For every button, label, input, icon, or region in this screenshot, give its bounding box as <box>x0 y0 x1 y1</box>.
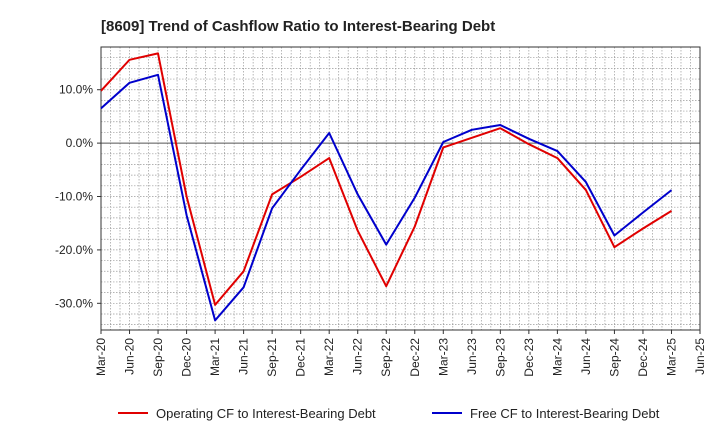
y-tick-label: -30.0% <box>55 296 93 310</box>
series-line-1 <box>100 73 673 322</box>
x-tick-label: Jun-22 <box>351 338 365 375</box>
series-line-0 <box>100 52 673 306</box>
plot-frame <box>100 46 701 331</box>
x-tick-label: Dec-20 <box>180 338 194 377</box>
legend-item-0: Operating CF to Interest-Bearing Debt <box>118 406 376 421</box>
legend-item-1: Free CF to Interest-Bearing Debt <box>432 406 660 421</box>
x-tick-label: Mar-22 <box>322 338 336 376</box>
plot-background <box>101 47 700 330</box>
x-tick-label: Jun-21 <box>237 338 251 375</box>
plot-area <box>101 47 700 330</box>
x-tick-label: Sep-24 <box>607 338 621 377</box>
legend: Operating CF to Interest-Bearing Debt Fre… <box>118 406 660 421</box>
x-tick-label: Mar-21 <box>208 338 222 376</box>
x-tick-label: Mar-23 <box>436 338 450 376</box>
grid <box>101 47 700 330</box>
x-tick-label: Sep-23 <box>493 338 507 377</box>
y-tick-label: -10.0% <box>55 190 93 204</box>
series-layer <box>100 52 673 322</box>
x-tick-label: Sep-20 <box>151 338 165 377</box>
x-tick-label: Jun-25 <box>693 338 707 375</box>
legend-label: Operating CF to Interest-Bearing Debt <box>156 406 376 421</box>
x-tick-label: Jun-23 <box>465 338 479 375</box>
x-axis-ticks: Mar-20 Jun-20 Sep-20 Dec-20 Mar-21 Jun-21 Sep-… <box>94 330 707 377</box>
x-tick-label: Mar-25 <box>664 338 678 376</box>
x-tick-label: Dec-21 <box>294 338 308 377</box>
x-tick-label: Dec-23 <box>522 338 536 377</box>
x-tick-label: Mar-24 <box>550 338 564 376</box>
x-tick-label: Sep-22 <box>379 338 393 377</box>
x-tick-label: Jun-24 <box>579 338 593 375</box>
x-tick-label: Dec-22 <box>408 338 422 377</box>
x-tick-label: Jun-20 <box>123 338 137 375</box>
x-tick-label: Sep-21 <box>265 338 279 377</box>
y-axis-ticks: 10.0% 0.0% -10.0% -20.0% -30.0% <box>55 83 101 310</box>
chart-title: [8609] Trend of Cashflow Ratio to Intere… <box>101 18 495 35</box>
axes <box>100 46 701 331</box>
y-tick-label: 10.0% <box>59 83 93 97</box>
y-tick-label: 0.0% <box>66 136 94 150</box>
y-tick-label: -20.0% <box>55 243 93 257</box>
legend-label: Free CF to Interest-Bearing Debt <box>470 406 660 421</box>
x-tick-label: Mar-20 <box>94 338 108 376</box>
x-tick-label: Dec-24 <box>636 338 650 377</box>
